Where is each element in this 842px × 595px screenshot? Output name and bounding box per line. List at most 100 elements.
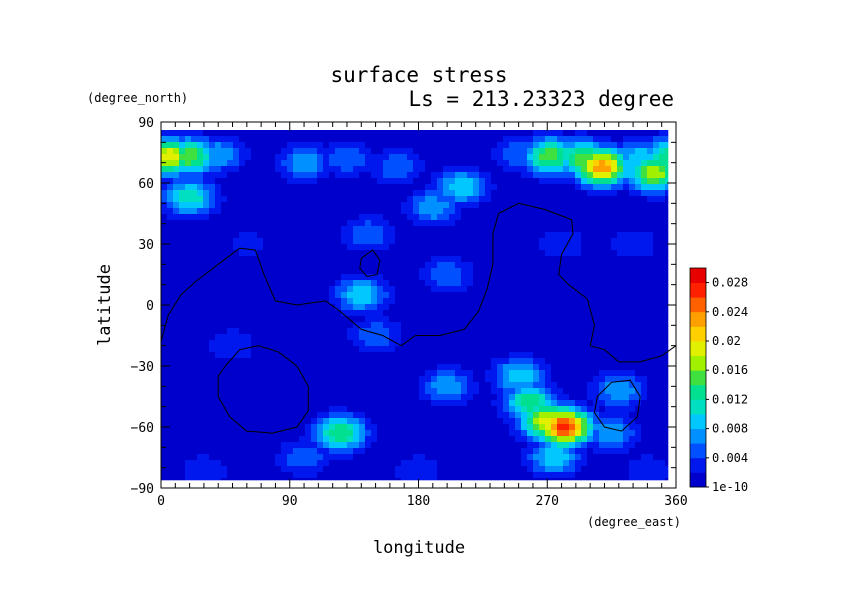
heatmap-cell xyxy=(647,382,654,389)
heatmap-cell xyxy=(233,400,240,407)
heatmap-cell xyxy=(425,328,432,335)
heatmap-cell xyxy=(665,400,669,407)
heatmap-cell xyxy=(665,370,669,377)
heatmap-cell xyxy=(251,208,258,215)
heatmap-cell xyxy=(623,154,630,161)
heatmap-cell xyxy=(485,358,492,365)
heatmap-cell xyxy=(647,262,654,269)
heatmap-cell xyxy=(203,226,210,233)
heatmap-cell xyxy=(263,418,270,425)
heatmap-cell xyxy=(377,136,384,143)
heatmap-cell xyxy=(167,202,174,209)
heatmap-cell xyxy=(437,418,444,425)
heatmap-cell xyxy=(257,160,264,167)
heatmap-cell xyxy=(407,244,414,251)
heatmap-cell xyxy=(227,292,234,299)
heatmap-cell xyxy=(305,370,312,377)
heatmap-cell xyxy=(449,334,456,341)
heatmap-cell xyxy=(587,376,594,383)
heatmap-cell xyxy=(503,472,510,479)
heatmap-cell xyxy=(485,424,492,431)
heatmap-cell xyxy=(329,232,336,239)
heatmap-cell xyxy=(623,268,630,275)
heatmap-cell xyxy=(263,250,270,257)
heatmap-cell xyxy=(515,358,522,365)
heatmap-cell xyxy=(545,268,552,275)
heatmap-cell xyxy=(509,310,516,317)
heatmap-cell xyxy=(311,436,318,443)
heatmap-cell xyxy=(587,448,594,455)
heatmap-cell xyxy=(425,184,432,191)
heatmap-cell xyxy=(473,472,480,479)
heatmap-cell xyxy=(269,304,276,311)
heatmap-cell xyxy=(377,130,384,137)
heatmap-cell xyxy=(443,286,450,293)
heatmap-cell xyxy=(221,406,228,413)
heatmap-cell xyxy=(641,454,648,461)
heatmap-cell xyxy=(341,172,348,179)
heatmap-cell xyxy=(467,322,474,329)
heatmap-cell xyxy=(635,298,642,305)
heatmap-cell xyxy=(209,394,216,401)
heatmap-cell xyxy=(593,364,600,371)
heatmap-cell xyxy=(425,154,432,161)
heatmap-cell xyxy=(599,412,606,419)
heatmap-cell xyxy=(323,466,330,473)
heatmap-cell xyxy=(395,130,402,137)
heatmap-cell xyxy=(491,268,498,275)
heatmap-cell xyxy=(413,346,420,353)
heatmap-cell xyxy=(605,160,612,167)
heatmap-cell xyxy=(545,232,552,239)
heatmap-cell xyxy=(347,154,354,161)
heatmap-cell xyxy=(305,250,312,257)
heatmap-cell xyxy=(461,406,468,413)
heatmap-cell xyxy=(527,172,534,179)
heatmap-cell xyxy=(461,172,468,179)
heatmap-cell xyxy=(317,292,324,299)
heatmap-cell xyxy=(539,232,546,239)
heatmap-cell xyxy=(665,190,669,197)
heatmap-cell xyxy=(665,316,669,323)
heatmap-cell xyxy=(587,148,594,155)
heatmap-cell xyxy=(179,226,186,233)
heatmap-cell xyxy=(203,130,210,137)
heatmap-cell xyxy=(323,238,330,245)
heatmap-cell xyxy=(233,178,240,185)
heatmap-cell xyxy=(443,340,450,347)
heatmap-cell xyxy=(575,232,582,239)
heatmap-cell xyxy=(275,406,282,413)
heatmap-cell xyxy=(239,268,246,275)
heatmap-cell xyxy=(221,208,228,215)
heatmap-cell xyxy=(353,274,360,281)
heatmap-cell xyxy=(449,340,456,347)
heatmap-cell xyxy=(305,232,312,239)
heatmap-cell xyxy=(491,262,498,269)
heatmap-cell xyxy=(389,148,396,155)
heatmap-cell xyxy=(527,196,534,203)
heatmap-cell xyxy=(251,160,258,167)
heatmap-cell xyxy=(401,478,408,481)
heatmap-cell xyxy=(413,466,420,473)
heatmap-cell xyxy=(485,214,492,221)
heatmap-cell xyxy=(437,220,444,227)
heatmap-cell xyxy=(641,376,648,383)
heatmap-cell xyxy=(587,412,594,419)
heatmap-cell xyxy=(305,190,312,197)
heatmap-cell xyxy=(299,346,306,353)
heatmap-cell xyxy=(557,370,564,377)
heatmap-cell xyxy=(377,226,384,233)
heatmap-cell xyxy=(443,424,450,431)
heatmap-cell xyxy=(479,460,486,467)
heatmap-cell xyxy=(509,400,516,407)
heatmap-cell xyxy=(365,412,372,419)
heatmap-cell xyxy=(251,334,258,341)
heatmap-cell xyxy=(551,448,558,455)
heatmap-cell xyxy=(581,316,588,323)
heatmap-cell xyxy=(173,178,180,185)
heatmap-cell xyxy=(371,178,378,185)
heatmap-cell xyxy=(407,478,414,481)
heatmap-cell xyxy=(389,178,396,185)
heatmap-cell xyxy=(599,376,606,383)
heatmap-cell xyxy=(317,166,324,173)
heatmap-cell xyxy=(401,358,408,365)
